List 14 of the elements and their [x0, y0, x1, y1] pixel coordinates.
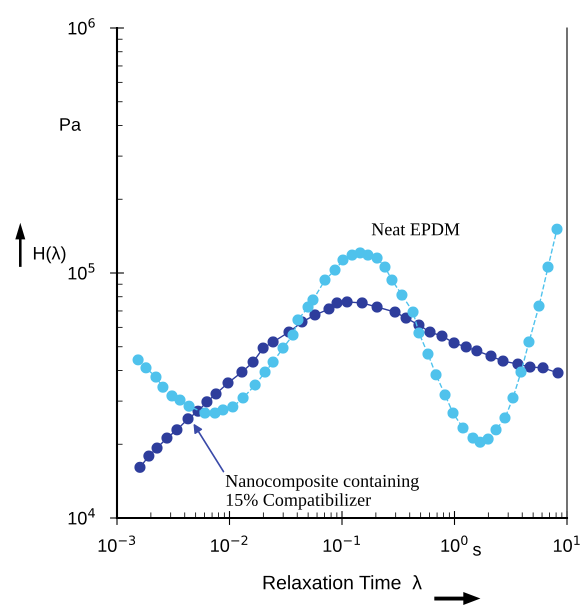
y-axis-title: H(λ)	[34, 246, 66, 264]
x-tick-label: 10$^{−3}$	[98, 535, 136, 552]
x-tick-label: 10$^{−2}$	[211, 535, 248, 552]
series-label: Neat EPDM	[372, 223, 460, 236]
x-tick-label: 10$^{0}$	[441, 535, 468, 552]
text: s	[472, 546, 481, 556]
x-tick-label: 10$^{1}$	[554, 536, 580, 552]
text: Pa	[60, 118, 81, 131]
y-tick-label: 10$^{6}$	[68, 18, 95, 35]
y-tick-label: 10$^{5}$	[68, 263, 94, 280]
annotation: Nanocomposite containing 15% Compatibilizer	[226, 474, 419, 510]
x-tick-label: 10$^{−1}$	[324, 536, 360, 552]
x-axis-title: Relaxation Time λ	[264, 575, 422, 590]
y-tick-label: 10$^{4}$	[68, 508, 95, 525]
